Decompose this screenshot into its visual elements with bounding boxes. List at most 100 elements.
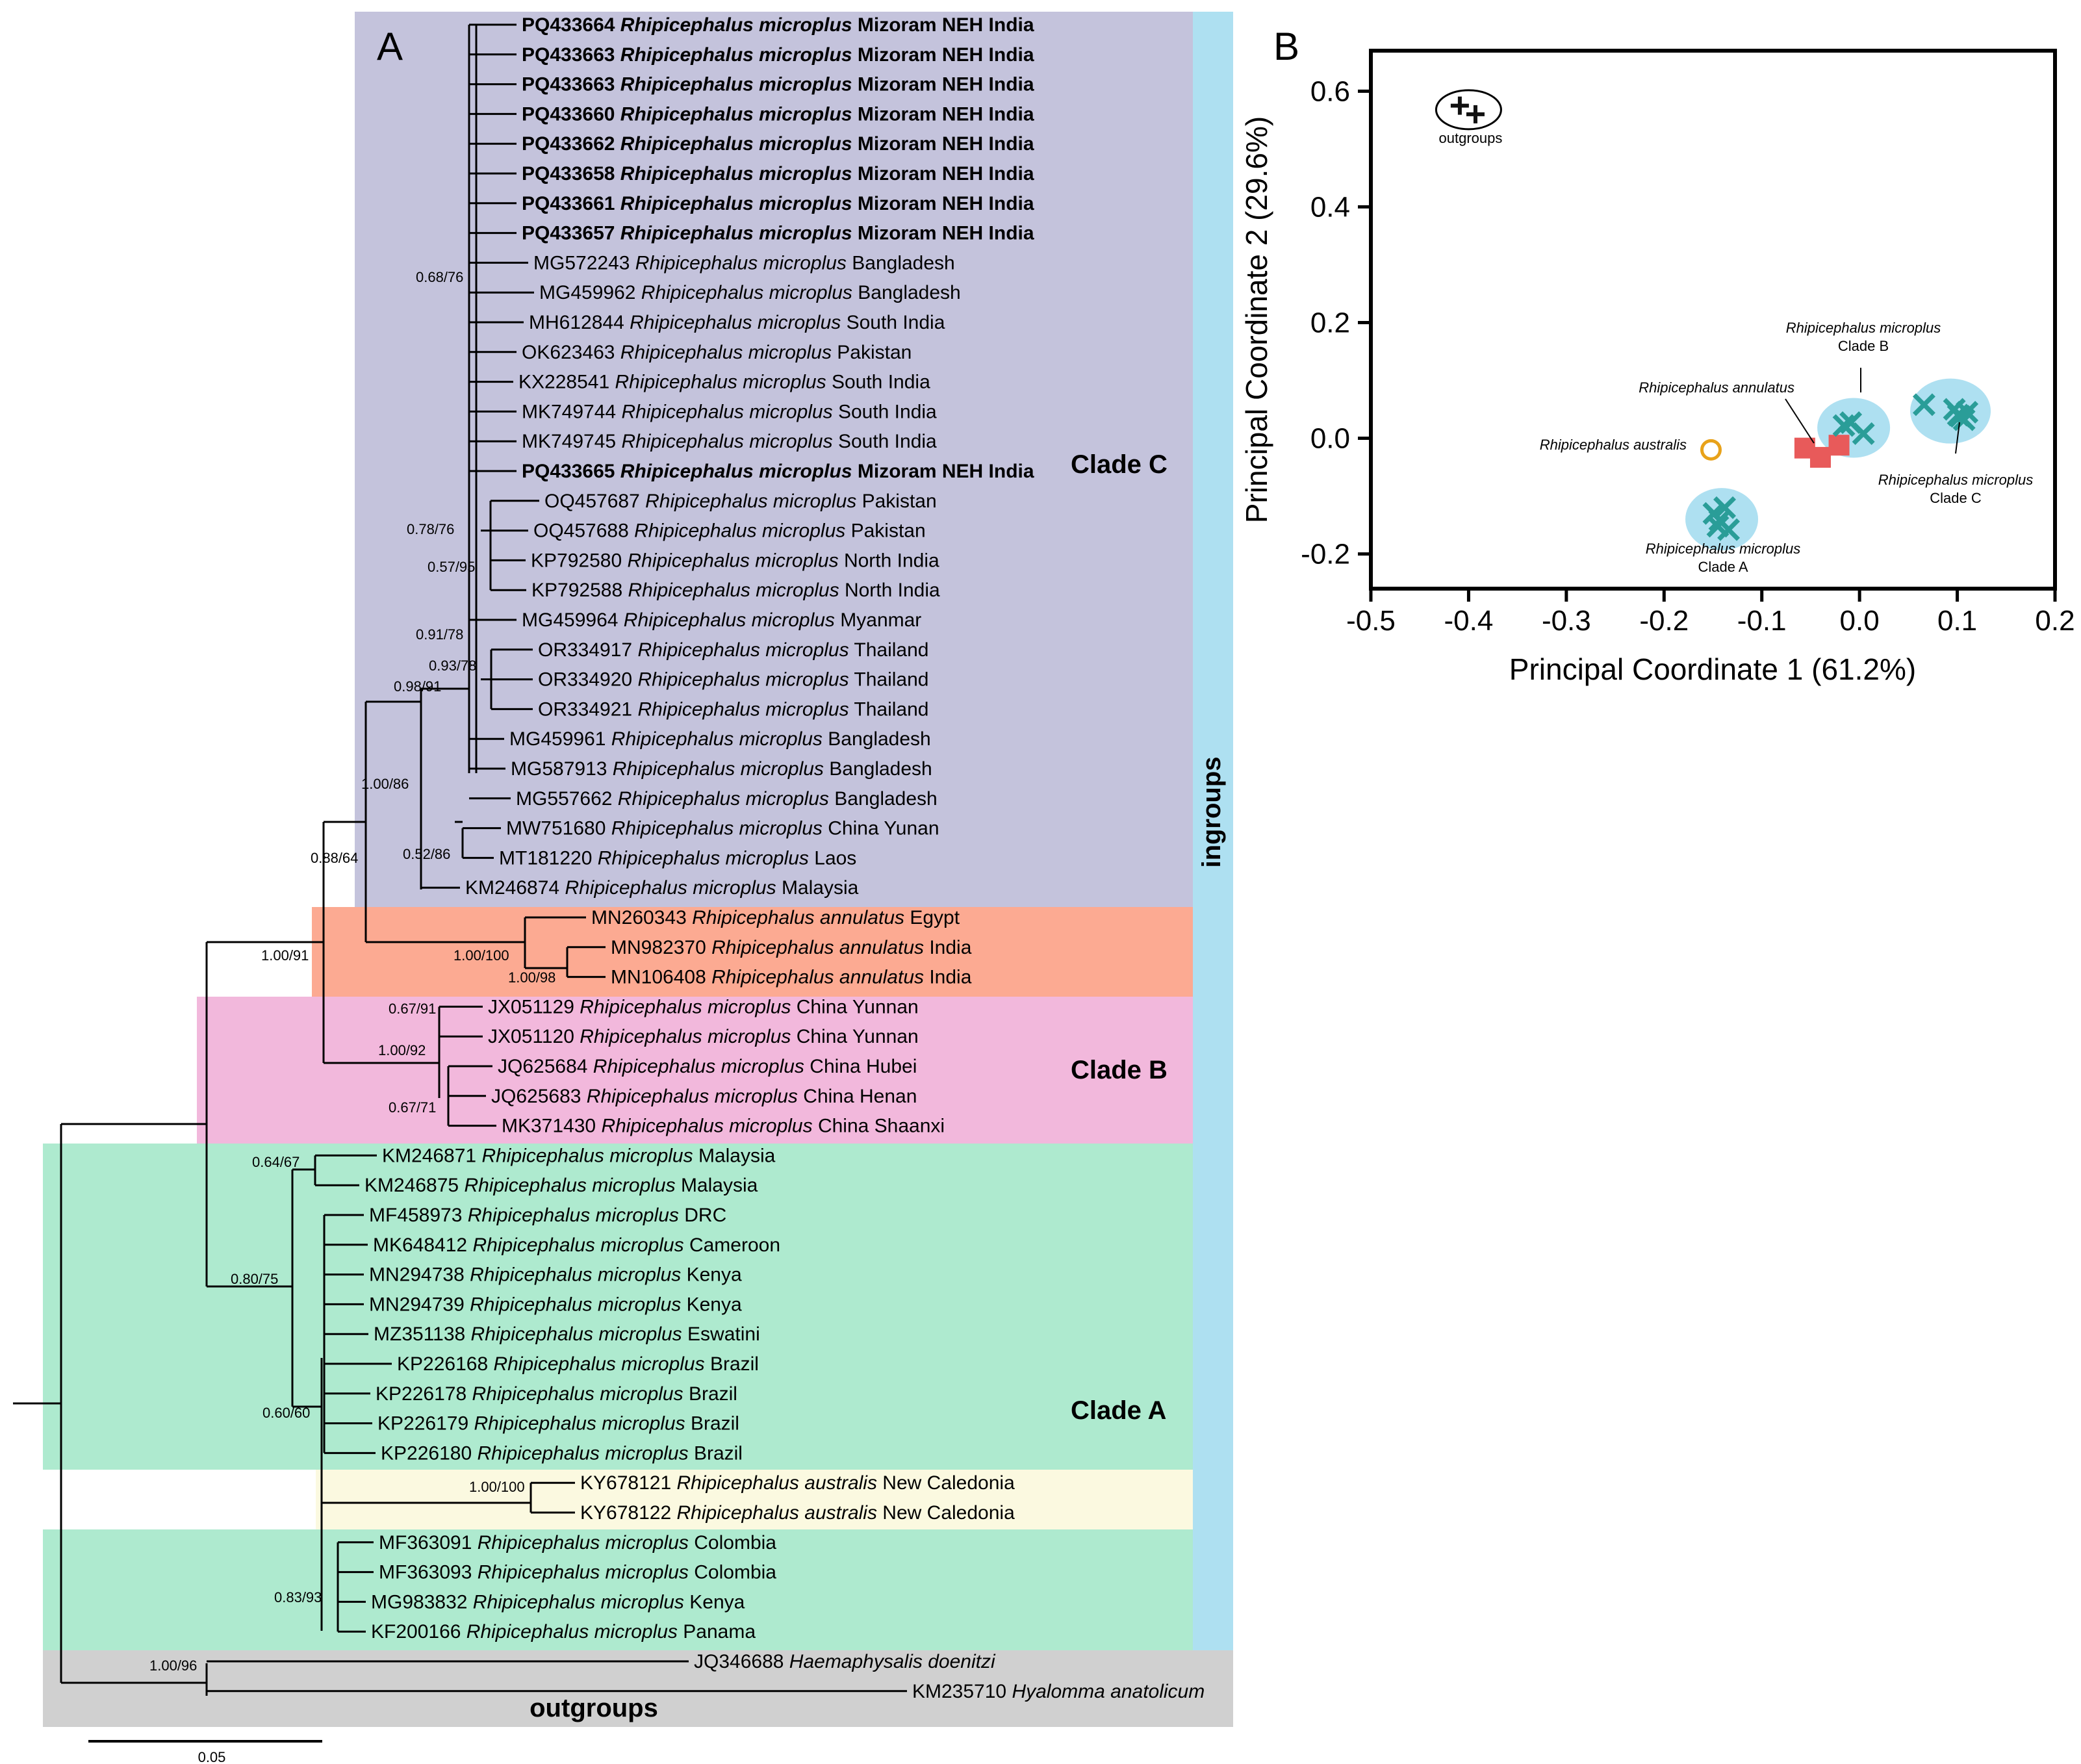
taxon-label: KM235710 Hyalomma anatolicum xyxy=(912,1681,1205,1702)
taxon-labels: PQ433664 Rhipicephalus microplus Mizoram… xyxy=(364,14,1205,1702)
pcoa-annotation: Rhipicephalus microplus Clade A xyxy=(1646,541,1800,575)
pcoa-annotation: Rhipicephalus annulatus xyxy=(1639,379,1794,396)
australis-band xyxy=(316,1470,1193,1529)
pcoa-y-axis-label: Principal Coordinate 2 (29.6%) xyxy=(1240,116,1273,523)
pcoa-point-australis xyxy=(1700,439,1722,461)
taxon-label: KP226179 Rhipicephalus microplus Brazil xyxy=(377,1413,739,1435)
taxon-label: JX051120 Rhipicephalus microplus China Y… xyxy=(488,1026,919,1047)
taxon-label: MK749745 Rhipicephalus microplus South I… xyxy=(522,431,937,452)
taxon-label: MG459961 Rhipicephalus microplus Banglad… xyxy=(509,728,931,750)
clade-c-label: Clade C xyxy=(1071,450,1168,479)
support-value: 1.00/92 xyxy=(378,1042,426,1058)
pcoa-point-microplus xyxy=(1947,403,1970,427)
pcoa-point-microplus xyxy=(1912,393,1935,416)
pcoa-annotation: Rhipicephalus microplus Clade B xyxy=(1786,320,1941,354)
taxon-label: MG557662 Rhipicephalus microplus Banglad… xyxy=(516,788,938,810)
taxon-label: PQ433662 Rhipicephalus microplus Mizoram… xyxy=(522,133,1034,155)
pcoa-x-tick-label: -0.4 xyxy=(1444,605,1494,637)
annulatus-band xyxy=(312,907,1193,997)
pcoa-annotation: outgroups xyxy=(1439,130,1503,146)
taxon-label: MF363093 Rhipicephalus microplus Colombi… xyxy=(379,1562,776,1583)
clade-a-label: Clade A xyxy=(1071,1396,1166,1425)
taxon-label: MW751680 Rhipicephalus microplus China Y… xyxy=(506,818,939,839)
taxon-label: KP226178 Rhipicephalus microplus Brazil xyxy=(376,1383,737,1405)
taxon-label: JQ346688 Haemaphysalis doenitzi xyxy=(694,1651,996,1672)
pcoa-point-microplus xyxy=(1852,422,1875,445)
pcoa-annotations: outgroups Rhipicephalus microplus Clade B R… xyxy=(1439,130,2034,575)
scale-bar-label: 0.05 xyxy=(198,1749,226,1764)
taxon-label: OK623463 Rhipicephalus microplus Pakista… xyxy=(522,342,912,363)
taxon-label: MG459964 Rhipicephalus microplus Myanmar xyxy=(522,609,921,631)
outgroups-label: outgroups xyxy=(530,1694,658,1722)
taxon-label: PQ433661 Rhipicephalus microplus Mizoram… xyxy=(522,193,1034,214)
clade-b-label: Clade B xyxy=(1071,1056,1168,1084)
pcoa-leader-line xyxy=(1955,422,1960,454)
taxon-label: OQ457688 Rhipicephalus microplus Pakista… xyxy=(533,520,926,542)
support-value: 1.00/100 xyxy=(469,1479,525,1495)
pcoa-y-tick-label: -0.2 xyxy=(1301,539,1350,570)
support-value: 0.83/93 xyxy=(274,1589,322,1605)
pcoa-point-microplus xyxy=(1832,414,1856,437)
support-value: 0.78/76 xyxy=(407,521,454,537)
taxon-label: PQ433663 Rhipicephalus microplus Mizoram… xyxy=(522,44,1034,66)
clade-b-band xyxy=(197,997,1193,1144)
taxon-label: JQ625684 Rhipicephalus microplus China H… xyxy=(498,1056,917,1077)
pcoa-y-tick-label: 0.2 xyxy=(1310,307,1350,339)
support-value: 1.00/86 xyxy=(361,776,409,792)
taxon-label: KM246875 Rhipicephalus microplus Malaysi… xyxy=(364,1175,758,1196)
tree-branches xyxy=(13,23,907,1696)
taxon-label: MT181220 Rhipicephalus microplus Laos xyxy=(499,847,856,869)
support-value: 1.00/91 xyxy=(261,947,309,964)
support-value: 1.00/96 xyxy=(149,1657,197,1674)
support-value: 0.88/64 xyxy=(311,850,358,866)
pcoa-annotation: Rhipicephalus microplus Clade C xyxy=(1878,472,2033,506)
support-value: 0.98/91 xyxy=(394,678,441,695)
taxon-label: KP226180 Rhipicephalus microplus Brazil xyxy=(381,1442,743,1464)
support-value: 1.00/100 xyxy=(453,947,509,964)
pcoa-x-tick-label: -0.5 xyxy=(1346,605,1396,637)
taxon-label: PQ433657 Rhipicephalus microplus Mizoram… xyxy=(522,223,1034,244)
pcoa-panel: B -0.5 -0.4 -0.3 -0.2 -0.1 0.0 0.1 0.2 -0.2 0.0 0.… xyxy=(1240,25,2075,686)
pcoa-y-tick-label: 0.0 xyxy=(1310,423,1350,455)
taxon-label: MN260343 Rhipicephalus annulatus Egypt xyxy=(591,907,960,928)
pcoa-points xyxy=(1450,96,1979,541)
panel-b-label: B xyxy=(1273,25,1299,68)
support-value: 0.52/86 xyxy=(403,846,450,862)
pcoa-plot-frame xyxy=(1369,49,2057,591)
support-value: 0.60/60 xyxy=(262,1405,310,1421)
taxon-label: KP792580 Rhipicephalus microplus North I… xyxy=(531,550,939,571)
pcoa-point-outgroup xyxy=(1466,105,1485,123)
taxon-label: PQ433665 Rhipicephalus microplus Mizoram… xyxy=(522,461,1034,482)
pcoa-y-tick-label: 0.6 xyxy=(1310,75,1350,107)
support-value: 0.57/95 xyxy=(428,559,475,575)
taxon-label: OQ457687 Rhipicephalus microplus Pakista… xyxy=(544,491,937,512)
support-value: 1.00/98 xyxy=(508,969,555,986)
pcoa-point-annulatus xyxy=(1828,435,1850,456)
taxon-label: KM246874 Rhipicephalus microplus Malaysi… xyxy=(465,877,859,899)
taxon-label: MG587913 Rhipicephalus microplus Banglad… xyxy=(511,758,932,780)
taxon-label: MK749744 Rhipicephalus microplus South I… xyxy=(522,401,937,422)
ingroups-band xyxy=(1193,12,1233,1650)
pcoa-axes: -0.5 -0.4 -0.3 -0.2 -0.1 0.0 0.1 0.2 -0.2 0.0 0.2 0… xyxy=(1301,75,2075,637)
pcoa-y-tick-label: 0.4 xyxy=(1310,191,1350,223)
taxon-label: KX228541 Rhipicephalus microplus South I… xyxy=(518,372,930,393)
taxon-label: PQ433658 Rhipicephalus microplus Mizoram… xyxy=(522,163,1034,185)
taxon-label: OR334917 Rhipicephalus microplus Thailan… xyxy=(538,639,928,661)
support-value: 0.93/78 xyxy=(429,658,476,674)
pcoa-point-microplus xyxy=(1713,496,1737,519)
support-value: 0.68/76 xyxy=(416,269,463,285)
taxon-label: MG459962 Rhipicephalus microplus Banglad… xyxy=(539,282,961,303)
taxon-label: JX051129 Rhipicephalus microplus China Y… xyxy=(488,996,919,1017)
taxon-label: JQ625683 Rhipicephalus microplus China H… xyxy=(491,1086,917,1107)
taxon-label: PQ433663 Rhipicephalus microplus Mizoram… xyxy=(522,74,1034,96)
taxon-label: KY678122 Rhipicephalus australis New Cal… xyxy=(580,1502,1015,1524)
taxon-label: MF458973 Rhipicephalus microplus DRC xyxy=(369,1205,726,1226)
support-value: 0.64/67 xyxy=(252,1154,300,1170)
support-value: 0.67/91 xyxy=(389,1001,436,1017)
taxon-label: OR334920 Rhipicephalus microplus Thailan… xyxy=(538,669,928,691)
support-value: 0.91/78 xyxy=(416,626,463,643)
pcoa-point-outgroup xyxy=(1450,96,1469,115)
pcoa-x-tick-label: 0.1 xyxy=(1937,605,1977,637)
pcoa-x-tick-label: 0.0 xyxy=(1840,605,1880,637)
pcoa-point-microplus xyxy=(1706,515,1730,538)
